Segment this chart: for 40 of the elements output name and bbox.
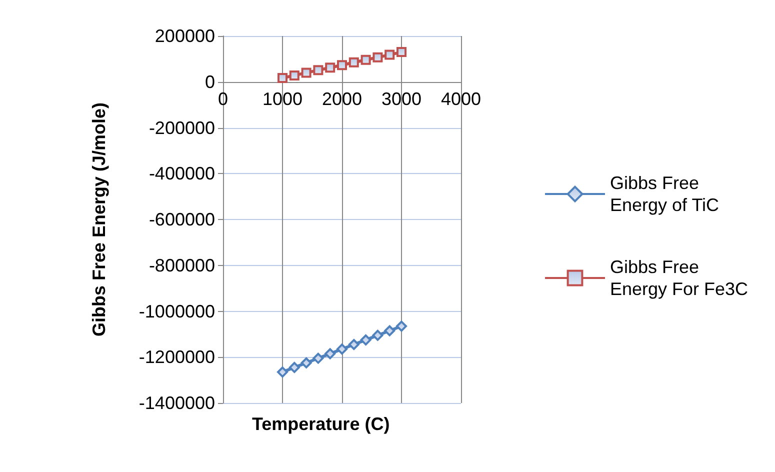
- point: [360, 54, 371, 65]
- point: [336, 344, 348, 355]
- point: [372, 330, 384, 341]
- point: [313, 65, 324, 76]
- y-tick-label: -200000: [148, 118, 215, 138]
- y-tick-label: -600000: [148, 210, 215, 230]
- legend-label: Gibbs Free Energy of TiC: [610, 173, 720, 215]
- y-tick-label: 200000: [154, 26, 215, 46]
- point: [337, 60, 347, 70]
- y-tick-label: -1400000: [138, 393, 215, 413]
- point: [348, 339, 360, 350]
- y-tick-label: -400000: [148, 164, 215, 184]
- x-axis-title: Temperature (C): [252, 414, 390, 434]
- point: [396, 47, 406, 58]
- point: [300, 357, 312, 368]
- point: [278, 72, 288, 83]
- x-tick-label: 2000: [322, 88, 362, 109]
- point: [289, 70, 300, 80]
- y-tick-label: -800000: [148, 255, 215, 276]
- point: [396, 320, 407, 332]
- point: [384, 50, 395, 60]
- point: [348, 57, 359, 68]
- point: [277, 366, 288, 378]
- point: [372, 52, 383, 62]
- point: [384, 325, 396, 336]
- legend-label: Gibbs Free Energy For Fe3C: [610, 257, 748, 299]
- point: [325, 62, 336, 73]
- point: [288, 362, 300, 373]
- x-tick-label: 1000: [262, 88, 303, 109]
- point: [360, 334, 372, 346]
- x-tick-label: 0: [218, 88, 228, 109]
- point: [312, 352, 324, 364]
- y-tick-label: -1000000: [138, 301, 215, 322]
- point: [324, 348, 336, 360]
- x-tick-label: 3000: [381, 88, 422, 109]
- y-tick-label: -1200000: [138, 347, 215, 368]
- y-tick-label: 0: [204, 72, 215, 92]
- y-axis-title: Gibbs Free Energy (J/mole): [89, 102, 109, 337]
- point: [301, 68, 312, 78]
- x-tick-label: 4000: [440, 88, 482, 109]
